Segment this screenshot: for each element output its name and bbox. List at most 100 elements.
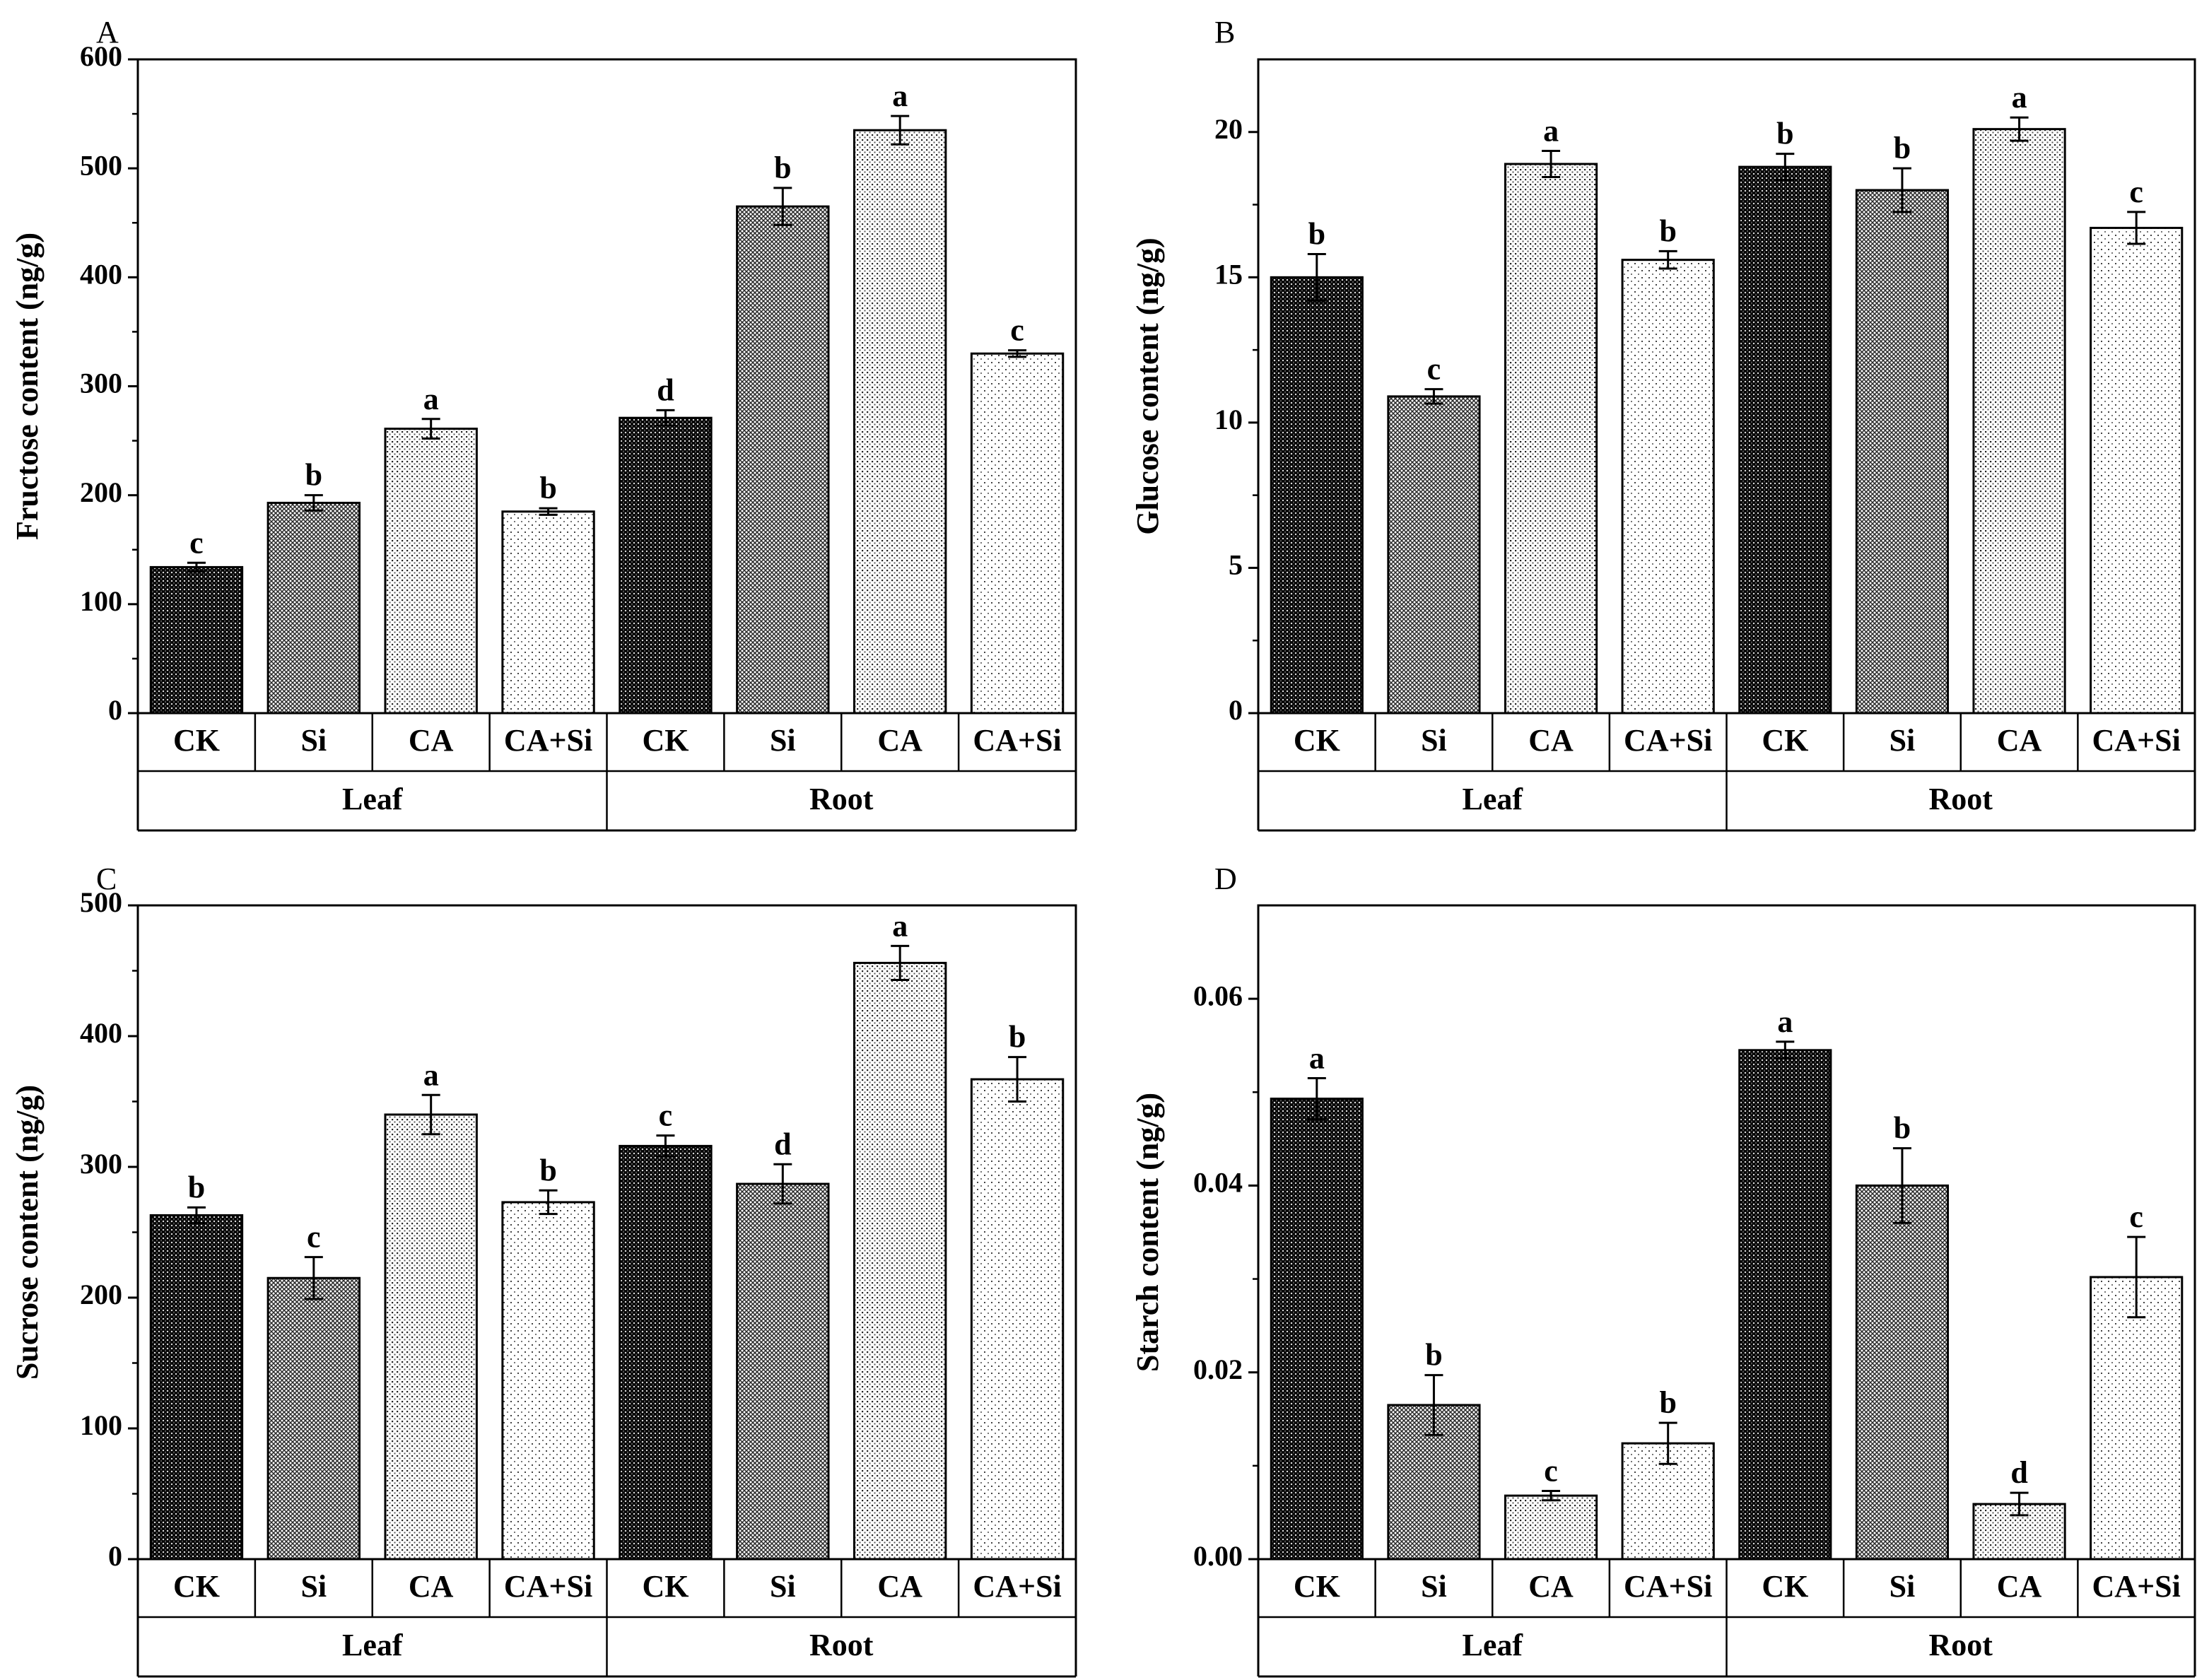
bar-root-ck bbox=[619, 1144, 713, 1561]
y-tick-label: 600 bbox=[80, 40, 122, 72]
bar-leaf-si bbox=[266, 501, 361, 715]
error-bar bbox=[1307, 252, 1326, 302]
error-bar bbox=[187, 561, 206, 573]
category-label: CA bbox=[877, 1569, 922, 1604]
significance-label: a bbox=[892, 78, 908, 113]
category-label: CA bbox=[877, 723, 922, 758]
significance-label: a bbox=[1309, 1040, 1325, 1075]
bar-leaf-ca-si bbox=[501, 1201, 595, 1561]
category-label: CK bbox=[642, 1569, 689, 1604]
significance-label: b bbox=[188, 1170, 205, 1204]
significance-label: d bbox=[774, 1127, 791, 1161]
group-label: Root bbox=[1929, 782, 1993, 816]
panel-c: C Sucrose content (ng/g) 0 100 200 300 400 500 b… bbox=[10, 862, 1077, 1678]
significance-label: d bbox=[657, 372, 674, 407]
category-table bbox=[136, 1559, 1077, 1678]
y-tick-label: 0.02 bbox=[1193, 1353, 1243, 1385]
bar-root-si bbox=[1855, 1184, 1950, 1561]
error-bar bbox=[539, 507, 558, 516]
error-bar bbox=[656, 1134, 675, 1158]
y-tick-label: 300 bbox=[80, 368, 122, 399]
error-bar bbox=[2127, 211, 2146, 245]
y-tick-label: 0 bbox=[1229, 694, 1243, 726]
error-bar bbox=[1424, 388, 1443, 405]
error-bar bbox=[304, 1256, 323, 1300]
group-label: Leaf bbox=[1462, 1628, 1523, 1662]
bar-leaf-ck bbox=[149, 565, 244, 715]
bar-root-si bbox=[736, 205, 830, 715]
error-bar bbox=[1542, 150, 1561, 178]
error-bar bbox=[773, 187, 792, 226]
y-tick-label: 20 bbox=[1214, 113, 1243, 145]
significance-label: a bbox=[892, 908, 908, 943]
category-label: Si bbox=[1890, 723, 1916, 758]
category-label: CK bbox=[1762, 723, 1808, 758]
significance-label: b bbox=[1009, 1020, 1026, 1055]
error-bar bbox=[1658, 1421, 1677, 1465]
y-tick-label: 0 bbox=[108, 694, 122, 726]
error-bar bbox=[656, 409, 675, 427]
category-label: CA bbox=[1997, 723, 2042, 758]
error-bar bbox=[1008, 1056, 1027, 1103]
category-label: CA bbox=[409, 723, 454, 758]
bar-root-si bbox=[1855, 189, 1950, 715]
category-label: Si bbox=[1890, 1569, 1916, 1604]
bar-leaf-si bbox=[266, 1276, 361, 1561]
panel-letter: C bbox=[96, 862, 117, 896]
category-label: CK bbox=[642, 723, 689, 758]
y-tick-label: 500 bbox=[80, 149, 122, 181]
category-label: Si bbox=[770, 1569, 796, 1604]
error-bar bbox=[1307, 1076, 1326, 1121]
panel-letter: A bbox=[96, 15, 119, 49]
group-label: Root bbox=[809, 1628, 874, 1662]
bar-leaf-ca-si bbox=[501, 510, 595, 715]
y-tick-label: 200 bbox=[80, 1279, 122, 1310]
error-bar bbox=[1424, 1374, 1443, 1436]
bar-root-ca-si bbox=[970, 352, 1065, 715]
significance-label: b bbox=[1776, 117, 1793, 151]
category-label: CA bbox=[1528, 723, 1574, 758]
significance-label: b bbox=[1659, 213, 1676, 248]
category-label: CA bbox=[409, 1569, 454, 1604]
error-bar bbox=[2010, 116, 2029, 142]
significance-label: b bbox=[1894, 1111, 1911, 1146]
category-label: Si bbox=[1421, 1569, 1447, 1604]
panel-b: B Glucose content (ng/g) 0 5 10 15 20 b CK c Si a CA… bbox=[1130, 15, 2196, 832]
error-bar bbox=[1658, 249, 1677, 270]
category-label: CA+Si bbox=[504, 1569, 592, 1604]
category-label: CA+Si bbox=[504, 723, 592, 758]
significance-label: c bbox=[1010, 313, 1024, 348]
bar-leaf-ck bbox=[1270, 1098, 1364, 1561]
y-tick-label: 100 bbox=[80, 1409, 122, 1441]
category-table bbox=[1257, 1559, 2196, 1678]
y-tick-label: 10 bbox=[1214, 404, 1243, 435]
significance-label: b bbox=[1308, 216, 1325, 251]
y-tick-label: 0.00 bbox=[1193, 1540, 1243, 1572]
significance-label: c bbox=[1544, 1454, 1558, 1488]
significance-label: c bbox=[307, 1220, 321, 1255]
category-label: CA+Si bbox=[973, 723, 1061, 758]
significance-label: a bbox=[423, 382, 439, 416]
significance-label: c bbox=[659, 1098, 673, 1133]
significance-label: c bbox=[1427, 352, 1441, 387]
category-label: CA+Si bbox=[1624, 723, 1712, 758]
error-bar bbox=[773, 1163, 792, 1205]
plot-frame bbox=[1257, 58, 2196, 715]
error-bar bbox=[1008, 349, 1027, 358]
error-bar bbox=[1892, 1147, 1911, 1224]
y-axis-label: Starch content (ng/g) bbox=[1130, 1093, 1165, 1372]
significance-label: b bbox=[305, 458, 322, 493]
y-tick-label: 400 bbox=[80, 1017, 122, 1049]
significance-label: a bbox=[2012, 80, 2027, 114]
y-tick-label: 15 bbox=[1214, 259, 1243, 290]
error-bar bbox=[2127, 1235, 2146, 1319]
y-axis-label: Glucose content (ng/g) bbox=[1130, 237, 1165, 534]
error-bar bbox=[187, 1206, 206, 1225]
error-bar bbox=[2010, 1491, 2029, 1517]
bar-leaf-ca bbox=[384, 1113, 478, 1561]
error-bar bbox=[1776, 1040, 1795, 1060]
error-bar bbox=[539, 1189, 558, 1216]
significance-label: b bbox=[1894, 131, 1911, 165]
y-tick-label: 0 bbox=[108, 1540, 122, 1572]
